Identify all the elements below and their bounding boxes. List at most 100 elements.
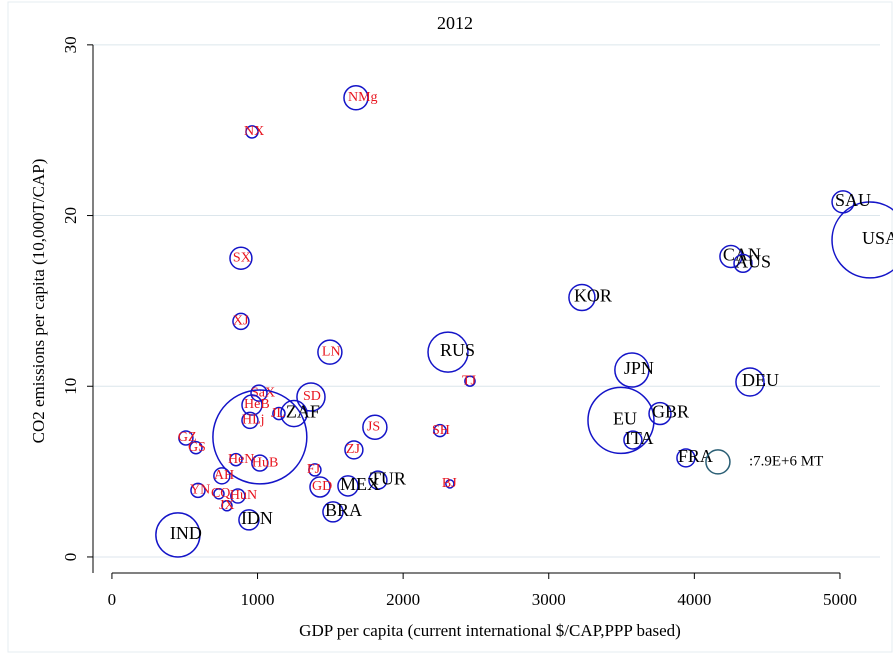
size-legend-bubble	[705, 449, 731, 475]
bubble	[232, 312, 250, 331]
point-label: AUS	[735, 251, 771, 271]
bubble	[587, 386, 655, 455]
frame	[7, 1, 893, 653]
bubble	[221, 499, 233, 512]
chart-title: 2012	[437, 13, 473, 33]
bubble	[190, 482, 206, 499]
bubble	[831, 190, 855, 214]
bubble	[368, 470, 388, 490]
bubble	[719, 244, 743, 269]
y-tick-label: 10	[61, 378, 80, 395]
bubble	[344, 440, 364, 460]
x-tick-label: 1000	[241, 590, 275, 609]
bubble	[229, 246, 253, 270]
y-axis-label: CO2 emissions per capita (10,000T/CAP)	[29, 159, 48, 444]
point-label: NX	[244, 124, 264, 139]
point-label: SH	[432, 423, 450, 438]
point-label: XJ	[233, 314, 249, 329]
point-label: SX	[233, 250, 251, 265]
bubble	[322, 501, 344, 523]
point-label: JPN	[624, 358, 654, 378]
bubble	[245, 125, 259, 139]
bubble	[213, 467, 231, 485]
bubble	[337, 475, 359, 497]
bubble	[212, 389, 308, 485]
bubble	[272, 406, 286, 421]
point-label: HeB	[244, 397, 270, 412]
point-label: FJ	[307, 462, 321, 477]
point-label: GZ	[178, 430, 197, 445]
point-label: JL	[271, 406, 285, 421]
point-label: CQ	[211, 486, 230, 501]
bubble	[343, 85, 369, 111]
bubble	[238, 509, 260, 531]
point-label: HuN	[230, 488, 257, 503]
bubble	[308, 463, 322, 477]
bubble	[241, 411, 259, 430]
bubble	[464, 375, 476, 387]
point-label: KOR	[574, 286, 612, 306]
point-label: DEU	[742, 370, 779, 390]
bubble	[614, 352, 650, 388]
point-label: JS	[367, 419, 380, 434]
bubble	[296, 382, 326, 412]
y-tick-label: 30	[61, 36, 80, 53]
point-label: MEX	[340, 474, 380, 494]
x-tick-label: 0	[108, 590, 117, 609]
bubble	[178, 430, 194, 446]
point-label: GBR	[652, 402, 689, 422]
bubble	[251, 454, 269, 472]
point-label: GS	[188, 440, 206, 455]
point-label: NMg	[348, 90, 378, 105]
bubble	[280, 399, 308, 428]
bubble	[155, 512, 201, 558]
bubble	[676, 448, 696, 468]
point-label: BJ	[442, 476, 457, 491]
x-tick-label: 3000	[532, 590, 566, 609]
bubble	[433, 423, 447, 438]
x-tick-label: 5000	[823, 590, 857, 609]
x-tick-label: 2000	[386, 590, 420, 609]
y-tick-label: 20	[61, 207, 80, 224]
point-label: RUS	[440, 340, 475, 360]
x-axis-label: GDP per capita (current international $/…	[299, 621, 681, 640]
point-label: JX	[219, 498, 235, 513]
point-label: HLj	[242, 413, 265, 428]
point-label: EU	[613, 409, 637, 429]
size-legend-label: :7.9E+6 MT	[749, 453, 823, 469]
bubble	[445, 479, 455, 489]
y-tick-label: 0	[61, 553, 80, 562]
point-label: TUR	[370, 468, 406, 488]
bubble	[309, 476, 331, 498]
point-label: SAU	[835, 190, 871, 210]
point-label: GD	[312, 479, 332, 494]
bubble	[648, 401, 672, 426]
point-label: YN	[190, 483, 210, 498]
point-label: ZJ	[346, 442, 361, 457]
bubble	[623, 430, 643, 450]
point-label: AH	[214, 468, 234, 483]
bubble	[229, 452, 243, 467]
bubble	[250, 384, 268, 402]
point-label: IDN	[241, 508, 273, 528]
point-label: HeN	[228, 452, 254, 467]
point-label: USA	[862, 228, 893, 248]
bubble	[317, 339, 343, 365]
point-label: FRA	[678, 446, 713, 466]
point-label: ZAF	[286, 402, 320, 422]
x-tick-label: 4000	[677, 590, 711, 609]
bubble	[189, 440, 203, 455]
point-label: IND	[170, 523, 202, 543]
bubble	[230, 488, 246, 504]
point-label: HuB	[252, 455, 278, 470]
point-label: LN	[322, 344, 341, 359]
bubble	[213, 487, 225, 500]
bubble	[241, 394, 263, 416]
bubble	[427, 331, 469, 373]
bubble	[362, 414, 388, 440]
point-label: SD	[303, 389, 321, 404]
bubble	[735, 367, 765, 397]
bubble	[733, 253, 753, 274]
point-label: BRA	[325, 500, 362, 520]
